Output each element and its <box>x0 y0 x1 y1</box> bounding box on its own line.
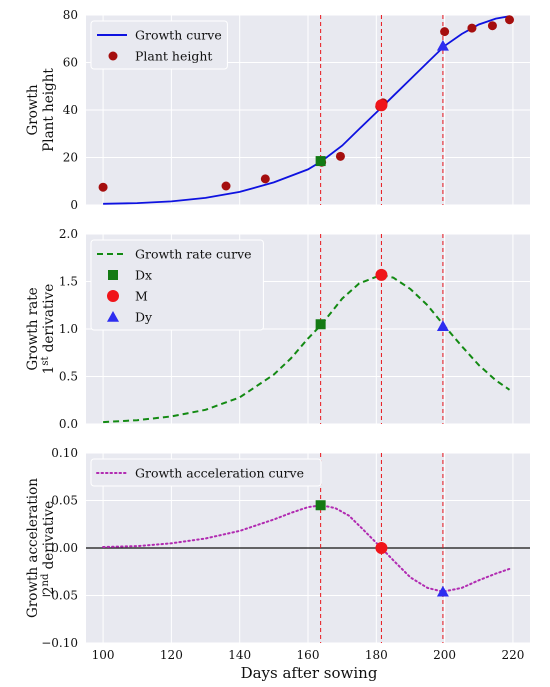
x-tick-label: 120 <box>160 648 183 662</box>
legend-label: Growth acceleration curve <box>135 466 304 481</box>
y-tick-label: 60 <box>63 56 78 70</box>
panel-2: 0.0 0.5 1.0 1.5 2.0 Growth rate 1st derivative… <box>25 227 530 431</box>
y-axis-label-line: Growth <box>25 84 41 135</box>
y-tick-label: 0 <box>70 198 78 212</box>
legend: Growth acceleration curve <box>90 458 322 487</box>
series-growth-curve <box>103 15 510 205</box>
y-axis-label: Growth acceleration 2nd derivative <box>25 478 57 618</box>
plant-height-point <box>440 27 450 37</box>
legend-label: Plant height <box>135 49 212 64</box>
marker-m <box>375 99 388 112</box>
series-growth-rate-curve <box>103 273 511 424</box>
y-tick-label: 1.5 <box>59 275 78 289</box>
x-tick-label: 200 <box>433 648 456 662</box>
plant-height-point <box>467 23 477 33</box>
y-axis-label-line: Growth rate <box>25 287 41 370</box>
y-axis-label-line: 2nd derivative <box>40 501 58 595</box>
series-growth-acceleration-curve <box>102 504 511 593</box>
legend-label: Growth rate curve <box>135 247 252 262</box>
y-tick-label: −0.10 <box>41 636 78 650</box>
plant-height-point <box>487 21 497 31</box>
marker-dx <box>315 319 326 330</box>
legend: Growth curve Plant height <box>90 20 228 70</box>
plant-height-point <box>260 174 270 184</box>
y-tick-label: 1.0 <box>59 322 78 336</box>
x-axis-label: Days after sowing <box>241 664 378 682</box>
marker-m <box>375 268 388 281</box>
legend-swatch <box>107 311 119 322</box>
marker-dy <box>436 320 449 331</box>
legend-label: Dy <box>135 310 153 325</box>
y-axis-label-line: Plant height <box>41 68 57 152</box>
y-tick-label: 2.0 <box>59 227 78 241</box>
y-tick-label: 80 <box>63 8 78 22</box>
y-axis-label: Growth Plant height <box>25 68 57 152</box>
plant-height-point <box>335 151 345 161</box>
plant-height-point <box>221 181 231 191</box>
panel-3: −0.10 −0.05 0.00 0.05 0.10 100 120 140 160 180 200… <box>25 446 530 662</box>
y-tick-label: 0.05 <box>51 494 78 508</box>
legend-label: M <box>135 289 148 304</box>
x-tick-label: 100 <box>92 648 115 662</box>
marker-dx <box>315 500 326 511</box>
marker-dy <box>436 585 449 597</box>
y-tick-label: 0.0 <box>59 417 78 431</box>
legend-swatch <box>108 51 118 61</box>
legend-box <box>90 458 322 487</box>
marker-dx <box>315 156 326 167</box>
y-tick-label: 0.10 <box>51 446 78 460</box>
legend-label: Growth curve <box>135 28 222 43</box>
y-axis-label-line: Growth acceleration <box>25 478 41 618</box>
y-tick-label: 0.5 <box>59 370 78 384</box>
marker-m <box>375 542 388 554</box>
legend-box <box>90 20 228 70</box>
legend-label: Dx <box>135 268 152 283</box>
legend-box <box>90 239 264 331</box>
y-tick-label: −0.05 <box>41 589 78 603</box>
marker-dy <box>436 39 449 51</box>
plant-height-point <box>98 182 108 192</box>
y-tick-label: 40 <box>63 103 78 117</box>
x-tick-label: 160 <box>297 648 320 662</box>
legend-swatch <box>107 290 119 302</box>
y-axis-label-line: 1st derivative <box>40 284 58 374</box>
y-axis-label: Growth rate 1st derivative <box>25 284 57 374</box>
y-tick-label: 20 <box>63 151 78 165</box>
x-tick-label: 220 <box>501 648 524 662</box>
x-tick-label: 140 <box>228 648 251 662</box>
legend: Growth rate curve Dx M Dy <box>90 239 264 331</box>
y-tick-label: 0.00 <box>51 541 78 555</box>
plant-height-point <box>505 15 515 25</box>
legend-swatch <box>108 270 118 280</box>
x-tick-label: 180 <box>365 648 388 662</box>
